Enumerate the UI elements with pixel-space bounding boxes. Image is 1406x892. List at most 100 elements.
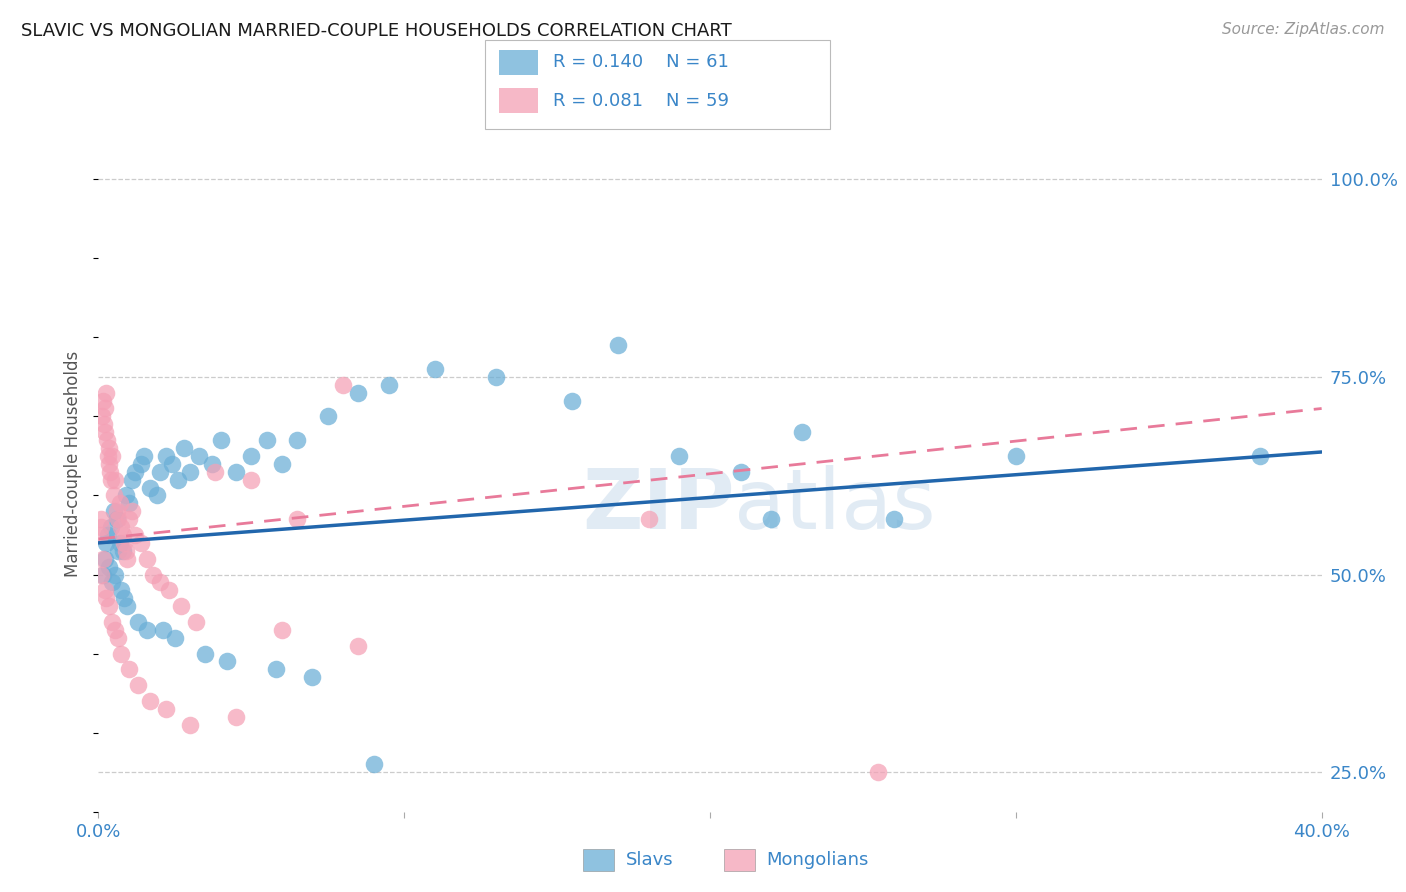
Point [136,551,159,566]
Point [97,449,120,463]
Point [215,655,238,669]
Point [285,433,308,447]
Point [240,473,263,487]
Point [97,528,120,542]
Point [121,473,143,487]
Point [423,362,446,376]
Point [139,694,162,708]
Point [730,465,752,479]
Point [139,481,162,495]
Point [285,512,308,526]
Point [561,393,583,408]
Point [100,520,122,534]
Point [110,520,132,534]
Point [107,544,129,558]
Point [124,528,146,542]
Point [194,647,217,661]
Point [93,417,115,432]
Point [91,567,114,582]
Point [112,536,135,550]
Point [204,465,226,479]
Point [790,425,813,440]
Point [209,433,232,447]
Point [105,504,128,518]
Point [115,544,138,558]
Point [607,338,630,352]
Point [97,441,120,455]
Point [179,717,201,731]
Point [94,385,117,400]
Point [98,465,121,479]
Point [101,615,124,629]
Point [111,528,134,542]
Point [105,512,128,526]
Point [94,591,117,606]
Point [225,710,247,724]
Point [124,465,146,479]
Text: R = 0.140    N = 61: R = 0.140 N = 61 [553,54,728,71]
Point [157,583,180,598]
Point [270,457,294,471]
Point [316,409,339,424]
Point [98,559,121,574]
Point [1004,449,1026,463]
Point [93,583,115,598]
Point [104,473,127,487]
Point [107,512,129,526]
Point [136,623,159,637]
Point [868,765,890,780]
Point [188,449,211,463]
Point [149,465,172,479]
Text: Mongolians: Mongolians [766,851,869,869]
Point [104,623,127,637]
Point [91,551,114,566]
Point [93,425,115,440]
Point [127,615,149,629]
Point [145,488,167,502]
Text: atlas: atlas [734,465,936,546]
Point [186,615,208,629]
Point [117,599,139,614]
Point [115,488,138,502]
Point [240,449,263,463]
Point [761,512,783,526]
Point [270,623,294,637]
Point [94,536,117,550]
Text: SLAVIC VS MONGOLIAN MARRIED-COUPLE HOUSEHOLDS CORRELATION CHART: SLAVIC VS MONGOLIAN MARRIED-COUPLE HOUSE… [21,22,733,40]
Point [90,567,112,582]
Y-axis label: Married-couple Households: Married-couple Households [65,351,83,577]
Text: ZIP: ZIP [582,465,734,546]
Point [118,662,141,676]
Point [127,678,149,692]
Point [883,512,905,526]
Point [93,551,115,566]
Point [152,623,174,637]
Point [90,520,112,534]
Point [160,457,183,471]
Point [91,393,114,408]
Point [256,433,278,447]
Point [363,757,385,772]
Point [142,567,165,582]
Point [108,496,131,510]
Point [129,457,152,471]
Point [485,369,508,384]
Point [179,465,201,479]
Point [108,536,131,550]
Text: Slavs: Slavs [626,851,673,869]
Point [638,512,661,526]
Point [101,449,124,463]
Point [98,457,121,471]
Point [90,512,112,526]
Point [118,512,141,526]
Point [170,599,193,614]
Point [103,504,125,518]
Point [107,631,129,645]
Point [155,449,177,463]
Point [155,702,177,716]
Point [96,433,118,447]
Point [117,551,139,566]
Point [163,631,186,645]
Point [225,465,247,479]
Point [100,473,122,487]
